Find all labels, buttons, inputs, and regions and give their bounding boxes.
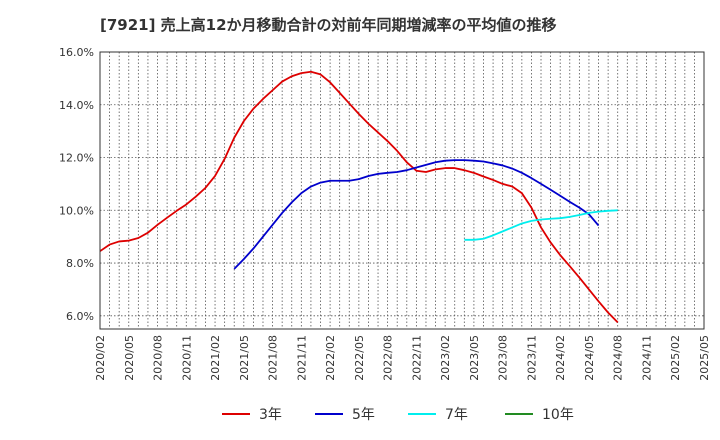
x-tick-label: 2021/02: [209, 335, 222, 381]
legend-label: 10年: [542, 407, 574, 423]
x-tick-label: 2022/02: [324, 335, 337, 381]
x-tick-label: 2022/08: [382, 335, 395, 381]
x-tick-label: 2021/05: [238, 335, 251, 381]
x-axis-ticks: 2020/02 2020/05 2020/08 2020/11 2021/02 2021/…: [94, 335, 711, 381]
series-lines: [99, 70, 619, 324]
x-tick-label: 2020/05: [123, 335, 136, 381]
legend-label: 5年: [352, 407, 375, 423]
x-tick-label: 2023/08: [497, 335, 510, 381]
x-tick-label: 2025/05: [698, 335, 711, 381]
x-tick-label: 2022/11: [410, 335, 423, 381]
x-tick-label: 2020/02: [94, 335, 107, 381]
chart-title: [7921] 売上高12か月移動合計の対前年同期増減率の平均値の推移: [100, 16, 557, 34]
x-tick-label: 2021/11: [295, 335, 308, 381]
y-tick-label: 12.0%: [59, 152, 94, 165]
series-line-3: [464, 209, 618, 241]
x-tick-label: 2025/02: [669, 335, 682, 381]
y-axis-ticks: 6.0% 8.0% 10.0% 12.0% 14.0% 16.0%: [59, 46, 94, 323]
grid-lines: [100, 51, 704, 329]
y-tick-label: 16.0%: [59, 46, 94, 59]
y-tick-label: 10.0%: [59, 204, 94, 217]
x-tick-label: 2020/08: [152, 335, 165, 381]
x-tick-label: 2023/11: [525, 335, 538, 381]
series-line-1: [99, 70, 619, 324]
legend-label: 7年: [445, 407, 468, 423]
series-line-2: [233, 159, 600, 270]
y-tick-label: 8.0%: [66, 257, 94, 270]
y-tick-label: 14.0%: [59, 99, 94, 112]
x-tick-label: 2021/08: [267, 335, 280, 381]
x-tick-label: 2023/05: [468, 335, 481, 381]
x-tick-label: 2024/08: [612, 335, 625, 381]
x-tick-label: 2020/11: [180, 335, 193, 381]
x-tick-label: 2023/02: [439, 335, 452, 381]
x-tick-label: 2024/11: [640, 335, 653, 381]
x-tick-label: 2022/05: [353, 335, 366, 381]
legend: 3年 5年 7年 10年: [222, 407, 574, 423]
plot-frame: [99, 51, 705, 330]
x-tick-label: 2024/05: [583, 335, 596, 381]
y-tick-label: 6.0%: [66, 310, 94, 323]
legend-label: 3年: [259, 407, 282, 423]
x-tick-label: 2024/02: [554, 335, 567, 381]
